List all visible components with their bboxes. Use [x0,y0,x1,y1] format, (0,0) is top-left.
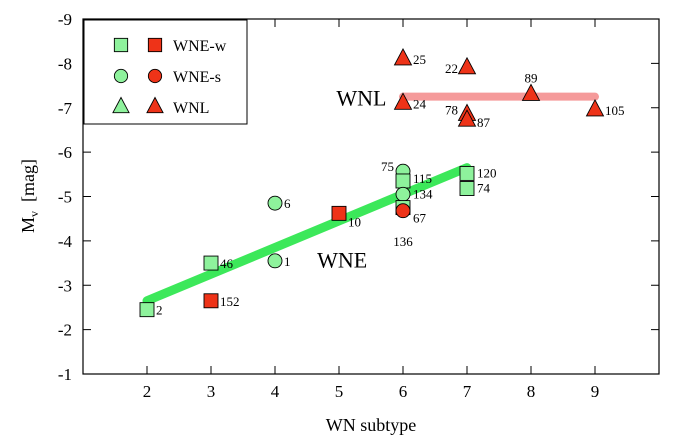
data-point [459,165,475,181]
y-tick-label: -4 [58,232,73,251]
x-tick-label: 5 [335,382,344,401]
x-tick-label: 9 [591,382,600,401]
y-tick-label: -5 [58,188,72,207]
data-point [203,255,219,271]
data-point [203,293,219,309]
region-label-wnl: WNL [336,86,386,111]
point-label: 115 [413,171,432,186]
point-label: 136 [393,234,413,249]
legend-box [83,19,248,125]
y-axis-label-main: M [18,217,38,233]
data-point [395,186,411,202]
legend-marker-red [147,68,163,84]
y-tick-label: -1 [58,365,72,384]
point-label: 87 [477,115,491,130]
x-tick-label: 3 [207,382,216,401]
data-point [585,99,605,117]
axis-ticks: 2 3 4 5 6 7 8 9-1-2-3-4-5-6-7-8-9 [58,10,659,401]
data-points [139,47,605,318]
legend-marker-red [147,37,163,53]
point-label: 74 [477,181,491,196]
y-tick-label: -2 [58,321,72,340]
legend-marker-green [112,96,130,114]
region-label-wne: WNE [317,248,367,273]
point-label: 78 [445,102,458,117]
data-point [393,92,413,110]
point-label: 67 [413,211,427,226]
legend: WNE-w WNE-s WNL [83,19,248,125]
y-tick-label: -9 [58,10,72,29]
data-point [393,47,413,66]
x-tick-label: 4 [271,382,280,401]
point-label: 22 [445,61,458,76]
x-tick-label: 8 [527,382,536,401]
point-label: 6 [284,196,291,211]
legend-marker-red [146,96,164,114]
point-label: 46 [220,256,234,271]
data-point [267,195,283,211]
data-point [521,83,541,101]
data-point [457,56,477,75]
point-label: 120 [477,165,497,180]
fit-lines [142,92,599,306]
y-axis-label-unit: [mag] [18,159,38,211]
legend-label: WNE-w [173,38,227,55]
legend-marker-green [113,68,129,84]
legend-marker-green [113,37,129,53]
point-label: 1 [284,254,291,269]
legend-label: WNL [173,100,209,117]
x-axis-label: WN subtype [326,415,416,435]
x-tick-label: 7 [463,382,472,401]
y-tick-label: -8 [58,54,72,73]
point-label: 105 [605,103,625,118]
data-point [459,181,475,196]
x-tick-label: 2 [143,382,152,401]
y-axis-label: Mv [mag] [18,159,41,233]
point-label: 89 [525,70,538,85]
data-point [139,302,155,318]
y-tick-label: -6 [58,143,72,162]
point-label: 10 [348,214,361,229]
data-point [331,205,347,221]
y-axis-label-sub: v [27,211,41,217]
region-labels: WNL WNE [317,86,386,273]
point-label: 134 [413,186,433,201]
data-point [267,253,283,269]
legend-label: WNE-s [173,69,221,86]
point-label: 75 [381,159,394,174]
data-point [457,109,477,127]
fit-line-wne [142,163,472,306]
legend-items: WNE-w WNE-s WNL [112,37,227,117]
point-label: 152 [220,294,240,309]
point-label: 24 [413,96,427,111]
point-label: 25 [413,52,426,67]
point-label: 2 [156,303,163,318]
data-point [395,173,411,189]
y-tick-label: -3 [58,276,72,295]
x-tick-label: 6 [399,382,408,401]
data-point [395,203,411,219]
y-tick-label: -7 [58,99,73,118]
